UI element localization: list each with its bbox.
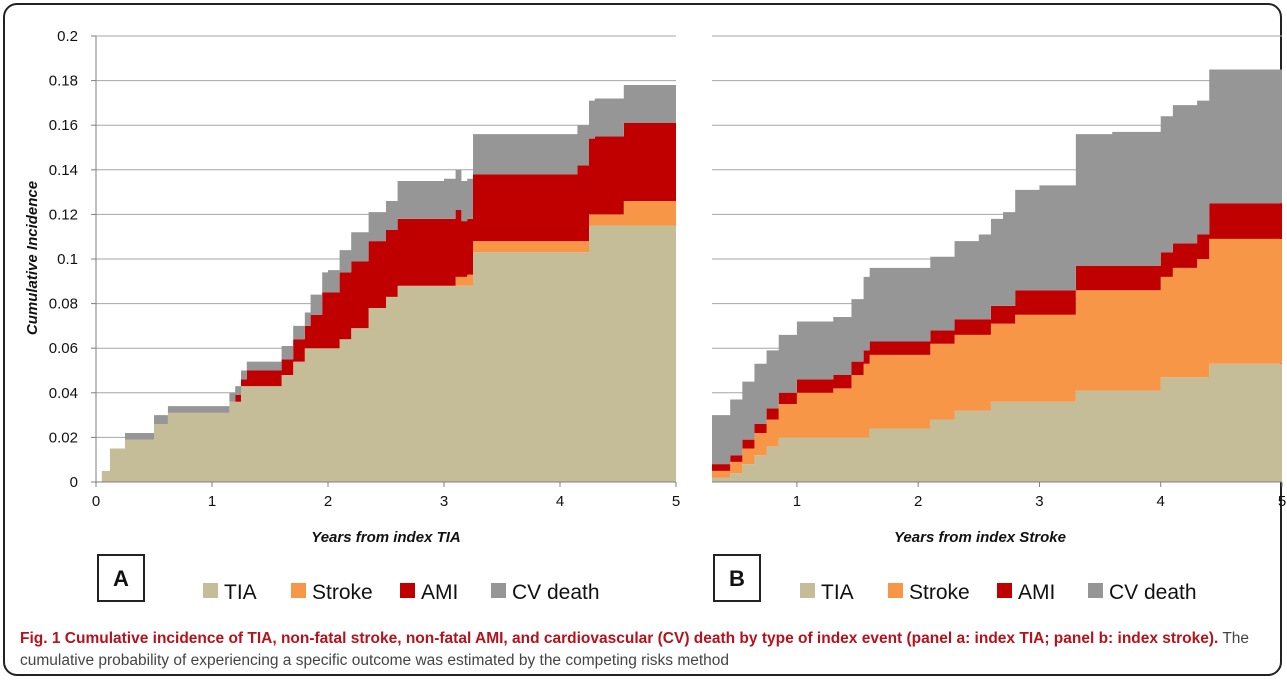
panel-b-x-tick-label: 5 [1278, 493, 1286, 510]
panel-a-x-tick-label: 4 [556, 493, 564, 510]
panel-a: 0 1 2 3 4 5 0 0.02 0.04 0.06 0.08 0.1 0.12 0.14 0.16 0.… [24, 28, 680, 604]
panel-b: 1 2 3 4 5 Years from index Stroke B TIA Strok… [712, 35, 1286, 604]
panel-b-legend-label-tia: TIA [821, 581, 854, 604]
panel-b-legend-label-stroke: Stroke [909, 581, 970, 604]
panel-a-y-tick-label: 0.02 [49, 429, 78, 446]
panel-b-x-tick-label: 3 [1035, 493, 1043, 510]
panel-b-legend: TIA Stroke AMI CV death [800, 581, 1197, 604]
panel-b-label-box [713, 554, 761, 602]
panel-a-area-ami [96, 120, 676, 483]
panel-a-legend-swatch-stroke [291, 583, 306, 598]
caption-body: The cumulative probability of experienci… [20, 630, 1250, 669]
panel-b-legend-label-ami: AMI [1018, 581, 1055, 604]
panel-a-y-tick-label: 0.12 [49, 206, 78, 223]
panel-a-label-box [97, 554, 145, 602]
panel-b-xlabel: Years from index Stroke [894, 529, 1066, 546]
panel-b-legend-swatch-ami [997, 583, 1012, 598]
panel-a-legend-label-tia: TIA [224, 581, 257, 604]
panel-a-legend-swatch-cvdeath [491, 583, 506, 598]
panel-a-y-tick-label: 0.16 [49, 117, 78, 134]
panel-a-x-tick-label: 2 [324, 493, 332, 510]
panel-a-xlabel: Years from index TIA [311, 529, 461, 546]
caption-title: Fig. 1 Cumulative incidence of TIA, non-… [20, 630, 1219, 647]
panel-a-legend-swatch-ami [400, 583, 415, 598]
panel-a-y-tick-label: 0.18 [49, 73, 78, 90]
panel-a-y-tick-label: 0.1 [57, 251, 78, 268]
panel-b-label: B [729, 566, 745, 591]
panel-a-y-tick-label: 0.08 [49, 296, 78, 313]
panel-a-area-tia [96, 225, 676, 483]
panel-a-x-tick-label: 1 [208, 493, 216, 510]
panel-b-legend-swatch-stroke [888, 583, 903, 598]
panel-b-legend-swatch-cvdeath [1088, 583, 1103, 598]
panel-a-x-tick-label: 3 [440, 493, 448, 510]
panel-a-x-tick-label: 0 [92, 493, 100, 510]
panel-b-legend-swatch-tia [800, 583, 815, 598]
panel-a-legend-label-ami: AMI [421, 581, 458, 604]
panel-b-area-tia [712, 363, 1282, 482]
panel-b-x-tick-label: 2 [914, 493, 922, 510]
panel-b-area-stroke [712, 238, 1282, 478]
panel-a-area-cv-death [96, 82, 676, 482]
panel-a-legend: TIA Stroke AMI CV death [203, 581, 600, 604]
panel-a-legend-swatch-tia [203, 583, 218, 598]
panel-b-area-cv-death [712, 69, 1282, 465]
panel-a-y-tick-label: 0.06 [49, 340, 78, 357]
panel-b-x-tick-label: 1 [793, 493, 801, 510]
panel-a-ylabel: Cumulative Incidence [24, 181, 41, 335]
panel-b-legend-label-cvdeath: CV death [1109, 581, 1197, 604]
panel-a-legend-label-stroke: Stroke [312, 581, 373, 604]
panel-b-x-tick-label: 4 [1157, 493, 1165, 510]
panel-a-legend-label-cvdeath: CV death [512, 581, 600, 604]
figure-caption: Fig. 1 Cumulative incidence of TIA, non-… [20, 628, 1275, 672]
panel-a-y-tick-label: 0.14 [49, 162, 78, 179]
panel-a-x-tick-label: 5 [672, 493, 680, 510]
panel-b-area-ami [712, 203, 1282, 471]
panel-a-y-tick-label: 0.2 [57, 28, 78, 45]
panel-a-y-tick-label: 0.04 [49, 385, 78, 402]
panel-a-y-tick-label: 0 [70, 474, 78, 491]
panel-a-label: A [113, 566, 129, 591]
